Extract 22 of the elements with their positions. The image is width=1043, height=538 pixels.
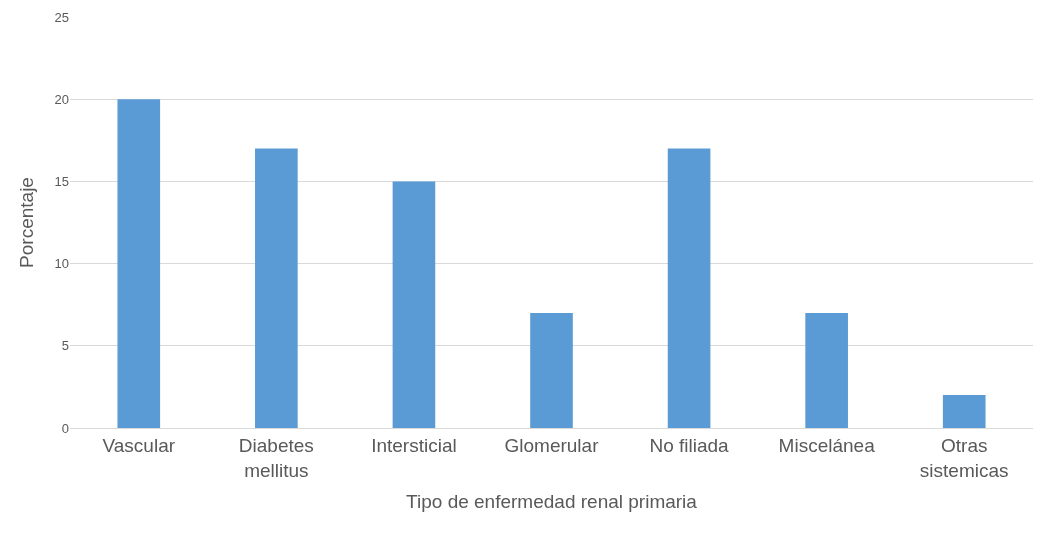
bar bbox=[942, 395, 986, 428]
x-tick-label: Glomerular bbox=[504, 434, 600, 456]
bar bbox=[117, 99, 161, 428]
y-tick-label: 0 bbox=[61, 420, 69, 436]
x-tick-label: Intersticial bbox=[371, 434, 457, 456]
y-tick-label: 5 bbox=[61, 338, 69, 354]
x-tick-label: No filiada bbox=[649, 434, 730, 456]
y-tick-label: 15 bbox=[54, 173, 69, 189]
x-tick-label: Vascular bbox=[102, 434, 176, 456]
y-tick-label: 10 bbox=[54, 256, 69, 272]
y-tick-label: 25 bbox=[54, 9, 69, 25]
bar bbox=[255, 148, 298, 428]
y-axis-title: Porcentaje bbox=[16, 177, 38, 268]
y-tick-label: 20 bbox=[54, 91, 69, 107]
x-axis-title: Tipo de enfermedad renal primaria bbox=[406, 491, 698, 513]
x-tick-label: Otras sistemicas bbox=[919, 434, 1009, 481]
x-tick-label: Diabetes mellitus bbox=[238, 434, 314, 481]
x-tick-label: Miscelánea bbox=[778, 434, 876, 456]
bar bbox=[805, 312, 848, 428]
bar bbox=[392, 181, 436, 428]
bar bbox=[667, 148, 711, 428]
bar bbox=[530, 312, 573, 428]
